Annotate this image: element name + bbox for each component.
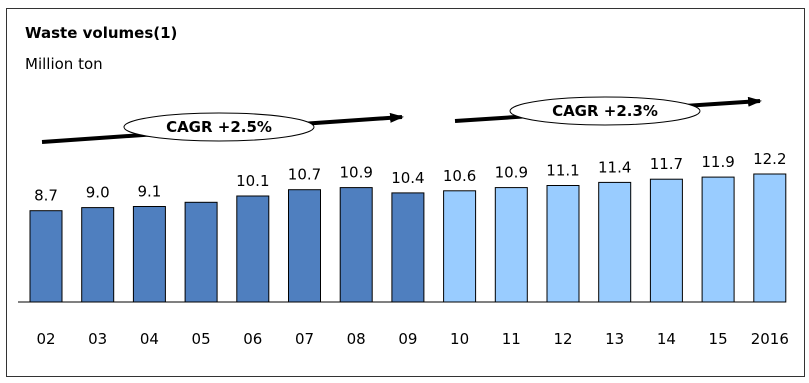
data-label-15: 11.9 bbox=[701, 153, 734, 171]
x-tick-10: 10 bbox=[450, 330, 469, 348]
x-tick-09: 09 bbox=[398, 330, 417, 348]
x-tick-12: 12 bbox=[553, 330, 572, 348]
bar-04 bbox=[132, 206, 166, 303]
bar-12 bbox=[546, 185, 580, 303]
x-tick-02: 02 bbox=[36, 330, 55, 348]
x-tick-07: 07 bbox=[295, 330, 314, 348]
bar-03 bbox=[81, 207, 115, 303]
bar-02 bbox=[29, 210, 63, 303]
data-label-06: 10.1 bbox=[236, 172, 269, 190]
x-tick-14: 14 bbox=[657, 330, 676, 348]
data-label-11: 10.9 bbox=[495, 164, 528, 182]
data-label-04: 9.1 bbox=[137, 183, 161, 201]
x-tick-15: 15 bbox=[709, 330, 728, 348]
x-tick-05: 05 bbox=[192, 330, 211, 348]
x-tick-03: 03 bbox=[88, 330, 107, 348]
chart-subtitle: Million ton bbox=[25, 55, 103, 73]
bar-07 bbox=[288, 189, 321, 303]
x-tick-04: 04 bbox=[140, 330, 159, 348]
x-tick-11: 11 bbox=[502, 330, 521, 348]
data-label-09: 10.4 bbox=[391, 169, 424, 187]
data-label-14: 11.7 bbox=[650, 155, 683, 173]
bar-13 bbox=[598, 181, 632, 303]
chart-title: Waste volumes(1) bbox=[25, 24, 178, 42]
bar-10 bbox=[443, 190, 477, 303]
cagr-label: CAGR +2.5% bbox=[166, 118, 272, 136]
bar-08 bbox=[339, 187, 373, 303]
data-label-12: 11.1 bbox=[546, 162, 579, 180]
x-tick-08: 08 bbox=[347, 330, 366, 348]
bar-15 bbox=[701, 176, 735, 303]
data-label-02: 8.7 bbox=[34, 187, 58, 205]
chart-frame bbox=[6, 8, 805, 377]
data-label-07: 10.7 bbox=[288, 166, 321, 184]
bar-09 bbox=[391, 192, 425, 303]
cagr-label-bubble bbox=[123, 112, 315, 142]
data-label-2016: 12.2 bbox=[753, 150, 786, 168]
x-tick-06: 06 bbox=[243, 330, 262, 348]
bar-05 bbox=[184, 201, 218, 303]
bar-2016 bbox=[753, 173, 787, 303]
data-label-03: 9.0 bbox=[86, 184, 110, 202]
bar-14 bbox=[649, 178, 683, 303]
x-tick-2016: 2016 bbox=[751, 330, 789, 348]
data-label-08: 10.9 bbox=[339, 164, 372, 182]
x-tick-13: 13 bbox=[605, 330, 624, 348]
bar-06 bbox=[236, 195, 270, 303]
cagr-label: CAGR +2.3% bbox=[552, 102, 658, 120]
cagr-label-bubble bbox=[509, 96, 701, 126]
data-label-10: 10.6 bbox=[443, 167, 476, 185]
data-label-13: 11.4 bbox=[598, 158, 631, 176]
bar-11 bbox=[494, 187, 528, 303]
